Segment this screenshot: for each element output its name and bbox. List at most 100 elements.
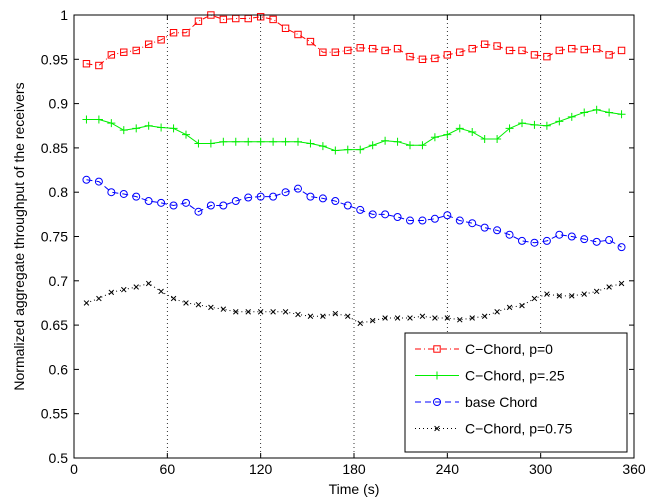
data-point [480, 135, 489, 144]
data-point [418, 141, 427, 150]
data-point [256, 192, 265, 201]
y-axis-label: Normalized aggregate throughput of the r… [11, 82, 27, 390]
data-point [294, 184, 302, 193]
data-point [144, 40, 153, 48]
data-point [244, 193, 253, 202]
legend-swatch-marker [433, 371, 441, 380]
data-point [382, 315, 388, 321]
data-point [231, 197, 240, 206]
legend-box [404, 332, 628, 453]
legend-label: C−Chord, p=0.75 [465, 421, 573, 437]
data-point [368, 44, 377, 53]
data-point [219, 201, 228, 210]
data-point [94, 115, 103, 124]
data-point [381, 136, 390, 145]
data-point [306, 192, 315, 201]
x-tick-label: 120 [249, 461, 273, 477]
legend-label: base Chord [465, 394, 537, 410]
y-tick-label: 0.6 [49, 361, 69, 377]
data-point [343, 145, 352, 154]
series-3 [83, 280, 625, 327]
data-point [531, 295, 538, 302]
data-point [108, 289, 115, 296]
data-point [505, 124, 514, 133]
data-point [121, 286, 127, 293]
y-tick-label: 0.95 [41, 51, 68, 67]
data-point [307, 313, 314, 319]
data-point [455, 124, 464, 133]
data-point [319, 48, 327, 56]
x-tick-label: 360 [622, 461, 646, 477]
data-point [457, 317, 463, 323]
data-point [369, 317, 376, 324]
data-point [257, 309, 264, 315]
data-point [530, 120, 539, 129]
data-point [294, 137, 302, 146]
y-tick-label: 1 [60, 7, 68, 23]
y-tick-label: 0.5 [49, 450, 69, 466]
data-point [368, 141, 377, 150]
y-tick-label: 0.75 [41, 229, 68, 245]
data-point [580, 45, 588, 54]
data-point [169, 124, 178, 133]
data-point [542, 121, 551, 130]
data-point [430, 214, 439, 223]
data-point [406, 141, 414, 150]
data-point [157, 36, 165, 44]
data-point [606, 284, 612, 290]
data-point [96, 295, 102, 302]
data-point [82, 175, 91, 184]
data-point [455, 216, 464, 225]
data-point [194, 17, 203, 25]
data-point [406, 216, 414, 225]
legend-label: C−Chord, p=0 [465, 341, 553, 357]
data-point [407, 315, 413, 321]
data-point [567, 232, 576, 241]
data-point [356, 145, 365, 154]
data-point [208, 304, 214, 311]
data-point [381, 46, 389, 55]
data-point [331, 197, 340, 206]
data-point [233, 309, 239, 315]
x-tick-label: 240 [436, 461, 460, 477]
data-point [544, 291, 550, 297]
data-point [617, 110, 626, 119]
data-point [493, 42, 501, 50]
data-point [506, 304, 513, 311]
data-point [357, 320, 363, 327]
data-point [605, 51, 613, 59]
data-point [418, 55, 427, 63]
data-point [245, 309, 251, 315]
data-point [543, 52, 551, 61]
data-point [244, 137, 253, 146]
data-point [480, 223, 489, 232]
data-point [95, 61, 103, 70]
legend-swatch-marker [433, 398, 441, 406]
data-point [393, 44, 402, 53]
x-tick-label: 180 [342, 461, 366, 477]
data-point [481, 313, 488, 319]
data-point [94, 177, 103, 186]
y-tick-label: 0.8 [49, 184, 69, 200]
data-point [231, 137, 240, 146]
data-point [281, 188, 290, 197]
data-point [132, 192, 141, 201]
data-point [318, 142, 327, 151]
data-point [493, 226, 502, 235]
data-point [182, 198, 190, 207]
data-point [269, 192, 278, 201]
data-point [393, 213, 402, 222]
data-point [593, 288, 600, 295]
x-axis-label: Time (s) [329, 481, 380, 497]
data-point [144, 197, 153, 206]
data-point [219, 15, 228, 24]
data-point [133, 284, 139, 290]
data-point [394, 315, 401, 321]
data-point [393, 137, 402, 146]
data-point [82, 115, 91, 124]
data-point [494, 309, 500, 315]
data-point [119, 189, 128, 198]
data-point [555, 230, 564, 239]
x-tick-label: 60 [160, 461, 176, 477]
